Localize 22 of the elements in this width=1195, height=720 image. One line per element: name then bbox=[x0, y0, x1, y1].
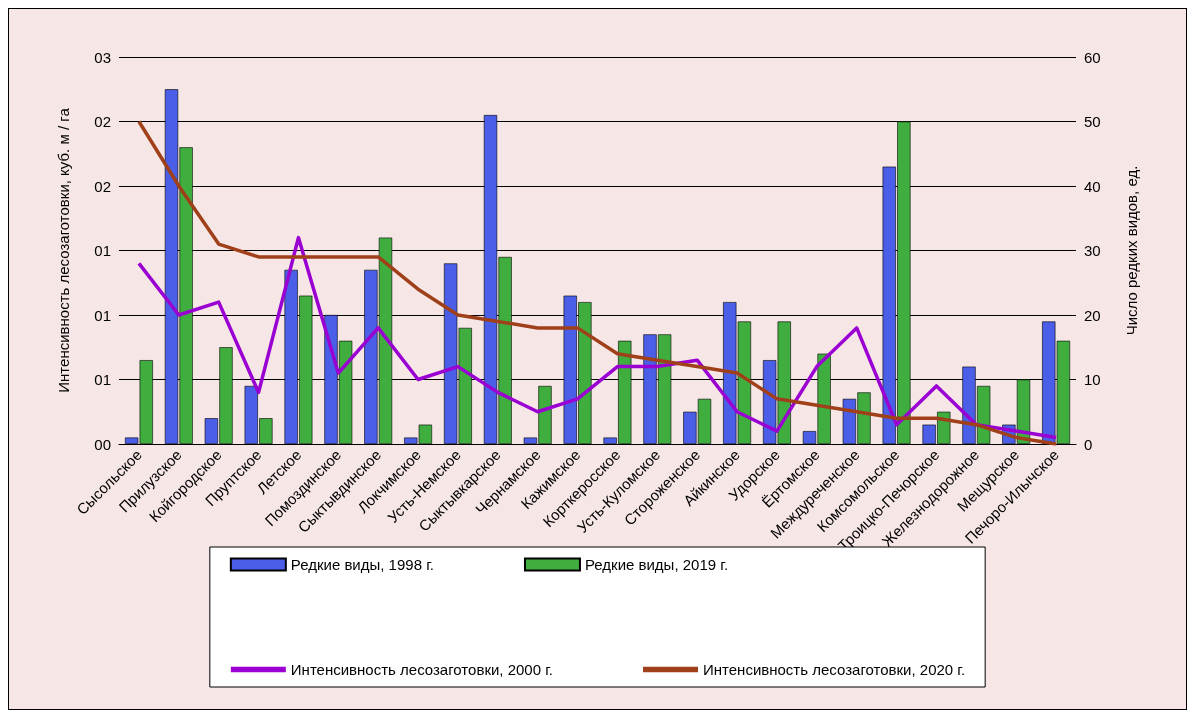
y2-tick-label: 30 bbox=[1084, 242, 1101, 259]
text: 02 bbox=[94, 113, 111, 130]
line-series bbox=[137, 235, 1058, 440]
y2-tick-label: 10 bbox=[1084, 371, 1101, 388]
legend-label: Редкие виды, 1998 г. bbox=[290, 556, 434, 573]
y2-tick-label: 60 bbox=[1084, 48, 1101, 66]
text: 00 bbox=[94, 435, 111, 453]
text: 03 bbox=[94, 48, 111, 66]
y2-tick-label: 20 bbox=[1084, 306, 1101, 324]
legend-label: Интенсивность лесозаготовки, 2000 г. bbox=[290, 661, 554, 678]
text: 01 bbox=[94, 371, 111, 388]
y2-tick-label: 40 bbox=[1084, 177, 1101, 195]
y2-tick-label: 0 bbox=[1084, 435, 1093, 453]
legend-label: Редкие виды, 2019 г. bbox=[584, 556, 729, 573]
text: 01 bbox=[94, 306, 111, 324]
y-axis-title: Интенсивность лесозаготовки, куб. м / га bbox=[55, 107, 72, 393]
text: 02 bbox=[94, 177, 111, 195]
y2-axis-title: Число редких видов, ед. bbox=[1123, 165, 1140, 336]
legend-label: Интенсивность лесозаготовки, 2020 г. bbox=[703, 661, 966, 678]
line-series bbox=[137, 119, 1058, 446]
y2-tick-label: 50 bbox=[1084, 113, 1101, 130]
text: 01 bbox=[94, 242, 111, 259]
